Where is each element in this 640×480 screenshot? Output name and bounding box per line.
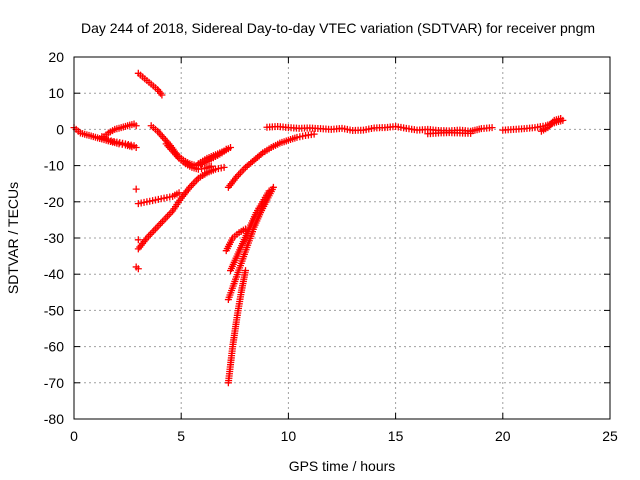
data-point bbox=[134, 265, 142, 273]
x-tick-label: 15 bbox=[388, 428, 404, 444]
data-point bbox=[132, 122, 140, 130]
data-point bbox=[132, 185, 140, 193]
data-point bbox=[220, 163, 228, 171]
x-axis-label: GPS time / hours bbox=[289, 458, 396, 474]
y-axis-label: SDTVAR / TECUs bbox=[5, 182, 21, 294]
data-point bbox=[265, 187, 273, 195]
points-layer bbox=[70, 69, 567, 387]
data-point bbox=[310, 130, 318, 138]
data-point bbox=[175, 189, 183, 197]
x-tick-label: 20 bbox=[495, 428, 511, 444]
y-tick-label: -80 bbox=[44, 411, 64, 427]
x-tick-label: 5 bbox=[177, 428, 185, 444]
y-tick-label: -30 bbox=[44, 230, 64, 246]
y-tick-label: -40 bbox=[44, 266, 64, 282]
data-point bbox=[227, 144, 235, 151]
chart-title: Day 244 of 2018, Sidereal Day-to-day VTE… bbox=[81, 20, 595, 36]
y-tick-label: -10 bbox=[44, 158, 64, 174]
plot-frame bbox=[73, 56, 611, 420]
data-point bbox=[242, 267, 250, 275]
y-tick-label: -50 bbox=[44, 302, 64, 318]
grid-layer bbox=[74, 57, 610, 419]
y-tick-label: -60 bbox=[44, 339, 64, 355]
ticks-layer: 0 5 10 15 20 25 20 10 0 -10 -20 -30 -40 -50 -60 -70 -80 bbox=[44, 49, 618, 444]
y-tick-label: -20 bbox=[44, 194, 64, 210]
x-tick-label: 0 bbox=[70, 428, 78, 444]
y-tick-label: 0 bbox=[56, 121, 64, 137]
x-tick-label: 10 bbox=[281, 428, 297, 444]
data-point bbox=[134, 236, 142, 244]
data-point bbox=[130, 142, 138, 150]
data-point bbox=[269, 183, 277, 191]
y-tick-label: 10 bbox=[48, 85, 64, 101]
x-tick-label: 25 bbox=[602, 428, 618, 444]
data-point bbox=[488, 124, 496, 132]
y-tick-label: 20 bbox=[48, 49, 64, 65]
data-point bbox=[467, 129, 475, 137]
data-point bbox=[158, 91, 166, 99]
data-point bbox=[242, 225, 250, 233]
data-point bbox=[557, 115, 565, 123]
y-tick-label: -70 bbox=[44, 375, 64, 391]
